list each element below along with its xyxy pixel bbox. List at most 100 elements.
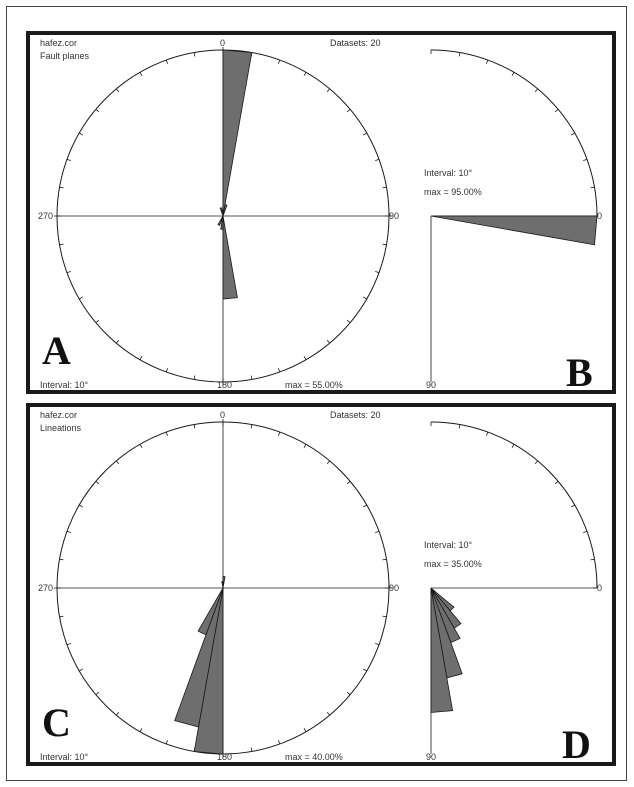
panel-title: Lineations (40, 423, 82, 433)
tick-mark (193, 52, 196, 57)
tick-mark (382, 558, 387, 561)
lineations-plot (54, 419, 598, 757)
tick-mark (303, 728, 307, 732)
tick-mark (303, 356, 307, 360)
tick-mark (165, 740, 168, 745)
tick-mark (278, 431, 281, 436)
tick-mark (59, 615, 64, 618)
datasets-label: Datasets: 20 (330, 38, 381, 48)
north-label: 0 (220, 410, 226, 420)
tick-mark (346, 480, 351, 485)
tick-mark (458, 424, 461, 429)
tick-mark (303, 444, 307, 448)
tick-mark (250, 424, 253, 429)
north-label: 0 (220, 38, 226, 48)
tick-mark (375, 530, 380, 533)
tick-mark (326, 711, 331, 716)
side-ninety-label: 90 (426, 380, 437, 390)
tick-mark (79, 668, 83, 672)
tick-mark (278, 59, 281, 64)
tick-mark (382, 186, 387, 189)
tick-mark (165, 59, 168, 64)
tick-mark (590, 186, 595, 189)
tick-mark (346, 691, 351, 696)
rose-diagram-a (54, 47, 392, 385)
rose-c-petal-3 (197, 587, 224, 636)
quadrant-diagram-b (430, 49, 598, 382)
tick-mark (79, 132, 83, 136)
tick-mark (59, 243, 64, 246)
tick-mark (363, 296, 367, 300)
datasets-label: Datasets: 20 (330, 410, 381, 420)
side-interval-label: Interval: 10° (424, 540, 473, 550)
tick-mark (139, 356, 143, 360)
quadrant-b-petal-1 (430, 215, 598, 246)
panel-letter-b: B (566, 350, 593, 395)
tick-mark (382, 615, 387, 618)
tick-mark (375, 158, 380, 161)
tick-mark (139, 444, 143, 448)
file-name: hafez.cor (40, 410, 78, 420)
tick-mark (165, 368, 168, 373)
tick-mark (165, 431, 168, 436)
lineations-panel: hafez.cor Lineations 0 Datasets: 20 270 … (26, 403, 616, 766)
tick-mark (326, 88, 331, 93)
tick-mark (554, 108, 559, 113)
tick-mark (115, 711, 120, 716)
tick-mark (303, 72, 307, 76)
panel-letter-a: A (42, 328, 71, 373)
tick-mark (278, 368, 281, 373)
south-label: 180 (217, 380, 233, 390)
tick-mark (590, 558, 595, 561)
tick-mark (250, 375, 253, 380)
tick-mark (382, 243, 387, 246)
tick-mark (115, 339, 120, 344)
tick-mark (95, 691, 100, 696)
rose-a-petal-2 (222, 215, 238, 300)
side-zero-label: 0 (597, 211, 603, 221)
tick-mark (486, 431, 489, 436)
tick-mark (511, 444, 515, 448)
side-max-label: max = 95.00% (424, 187, 482, 197)
tick-mark (95, 108, 100, 113)
rose-c-petal-2 (174, 587, 224, 728)
tick-mark (193, 375, 196, 380)
tick-mark (571, 504, 575, 508)
panel-letter-d: D (562, 722, 591, 767)
west-label: 270 (38, 583, 54, 593)
side-interval-label: Interval: 10° (424, 168, 473, 178)
tick-mark (193, 424, 196, 429)
quadrant-diagram-d (430, 421, 598, 754)
west-label: 270 (38, 211, 54, 221)
tick-mark (95, 480, 100, 485)
tick-mark (326, 339, 331, 344)
tick-mark (363, 132, 367, 136)
quadrant-d-petal-5 (430, 587, 454, 713)
rose-c-petal-5 (221, 580, 224, 589)
tick-mark (363, 504, 367, 508)
tick-mark (66, 158, 71, 161)
rose-a-petal-6 (219, 207, 224, 217)
tick-mark (346, 319, 351, 324)
tick-mark (511, 72, 515, 76)
tick-mark (250, 747, 253, 752)
tick-mark (139, 728, 143, 732)
tick-mark (95, 319, 100, 324)
tick-mark (534, 88, 539, 93)
tick-mark (278, 740, 281, 745)
tick-mark (59, 558, 64, 561)
tick-mark (375, 643, 380, 646)
tick-mark (346, 108, 351, 113)
side-max-label: max = 35.00% (424, 559, 482, 569)
panel-title: Fault planes (40, 51, 90, 61)
max-label: max = 55.00% (285, 380, 343, 390)
tick-mark (66, 271, 71, 274)
tick-mark (59, 186, 64, 189)
rose-a-petal-7 (220, 215, 224, 222)
tick-mark (534, 460, 539, 465)
south-label: 180 (217, 752, 233, 762)
tick-mark (554, 480, 559, 485)
rose-diagram-c (54, 419, 392, 757)
tick-mark (66, 530, 71, 533)
max-label: max = 40.00% (285, 752, 343, 762)
